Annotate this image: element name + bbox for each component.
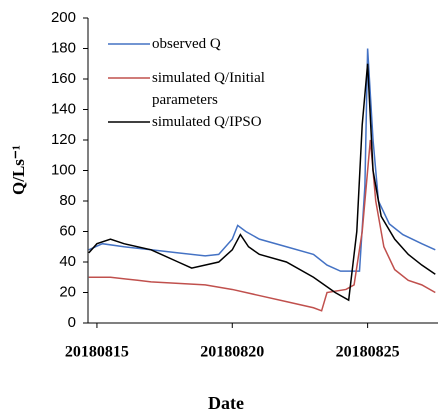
series-line (88, 48, 436, 272)
y-tick-label: 200 (51, 9, 76, 26)
y-axis-label: Q/Ls⁻¹ (9, 145, 28, 195)
y-tick-label: 60 (59, 222, 76, 239)
y-tick-label: 100 (51, 161, 76, 178)
series-line (88, 139, 436, 312)
y-tick-label: 160 (51, 70, 76, 87)
y-tick-label: 140 (51, 100, 76, 117)
x-tick-label: 20180815 (65, 344, 129, 361)
legend-label: simulated Q/Initial parameters (152, 70, 265, 108)
series-line (88, 63, 436, 302)
x-axis-label: Date (208, 393, 244, 413)
y-tick-label: 80 (59, 192, 76, 209)
y-tick-label: 0 (68, 314, 76, 331)
y-tick-label: 20 (59, 283, 76, 300)
x-tick-label: 20180820 (200, 344, 264, 361)
y-tick-label: 180 (51, 39, 76, 56)
y-tick-label: 120 (51, 131, 76, 148)
legend-label: observed Q (152, 36, 221, 52)
x-tick-label: 20180825 (336, 344, 400, 361)
y-tick-label: 40 (59, 253, 76, 270)
legend-label: simulated Q/IPSO (152, 114, 262, 130)
